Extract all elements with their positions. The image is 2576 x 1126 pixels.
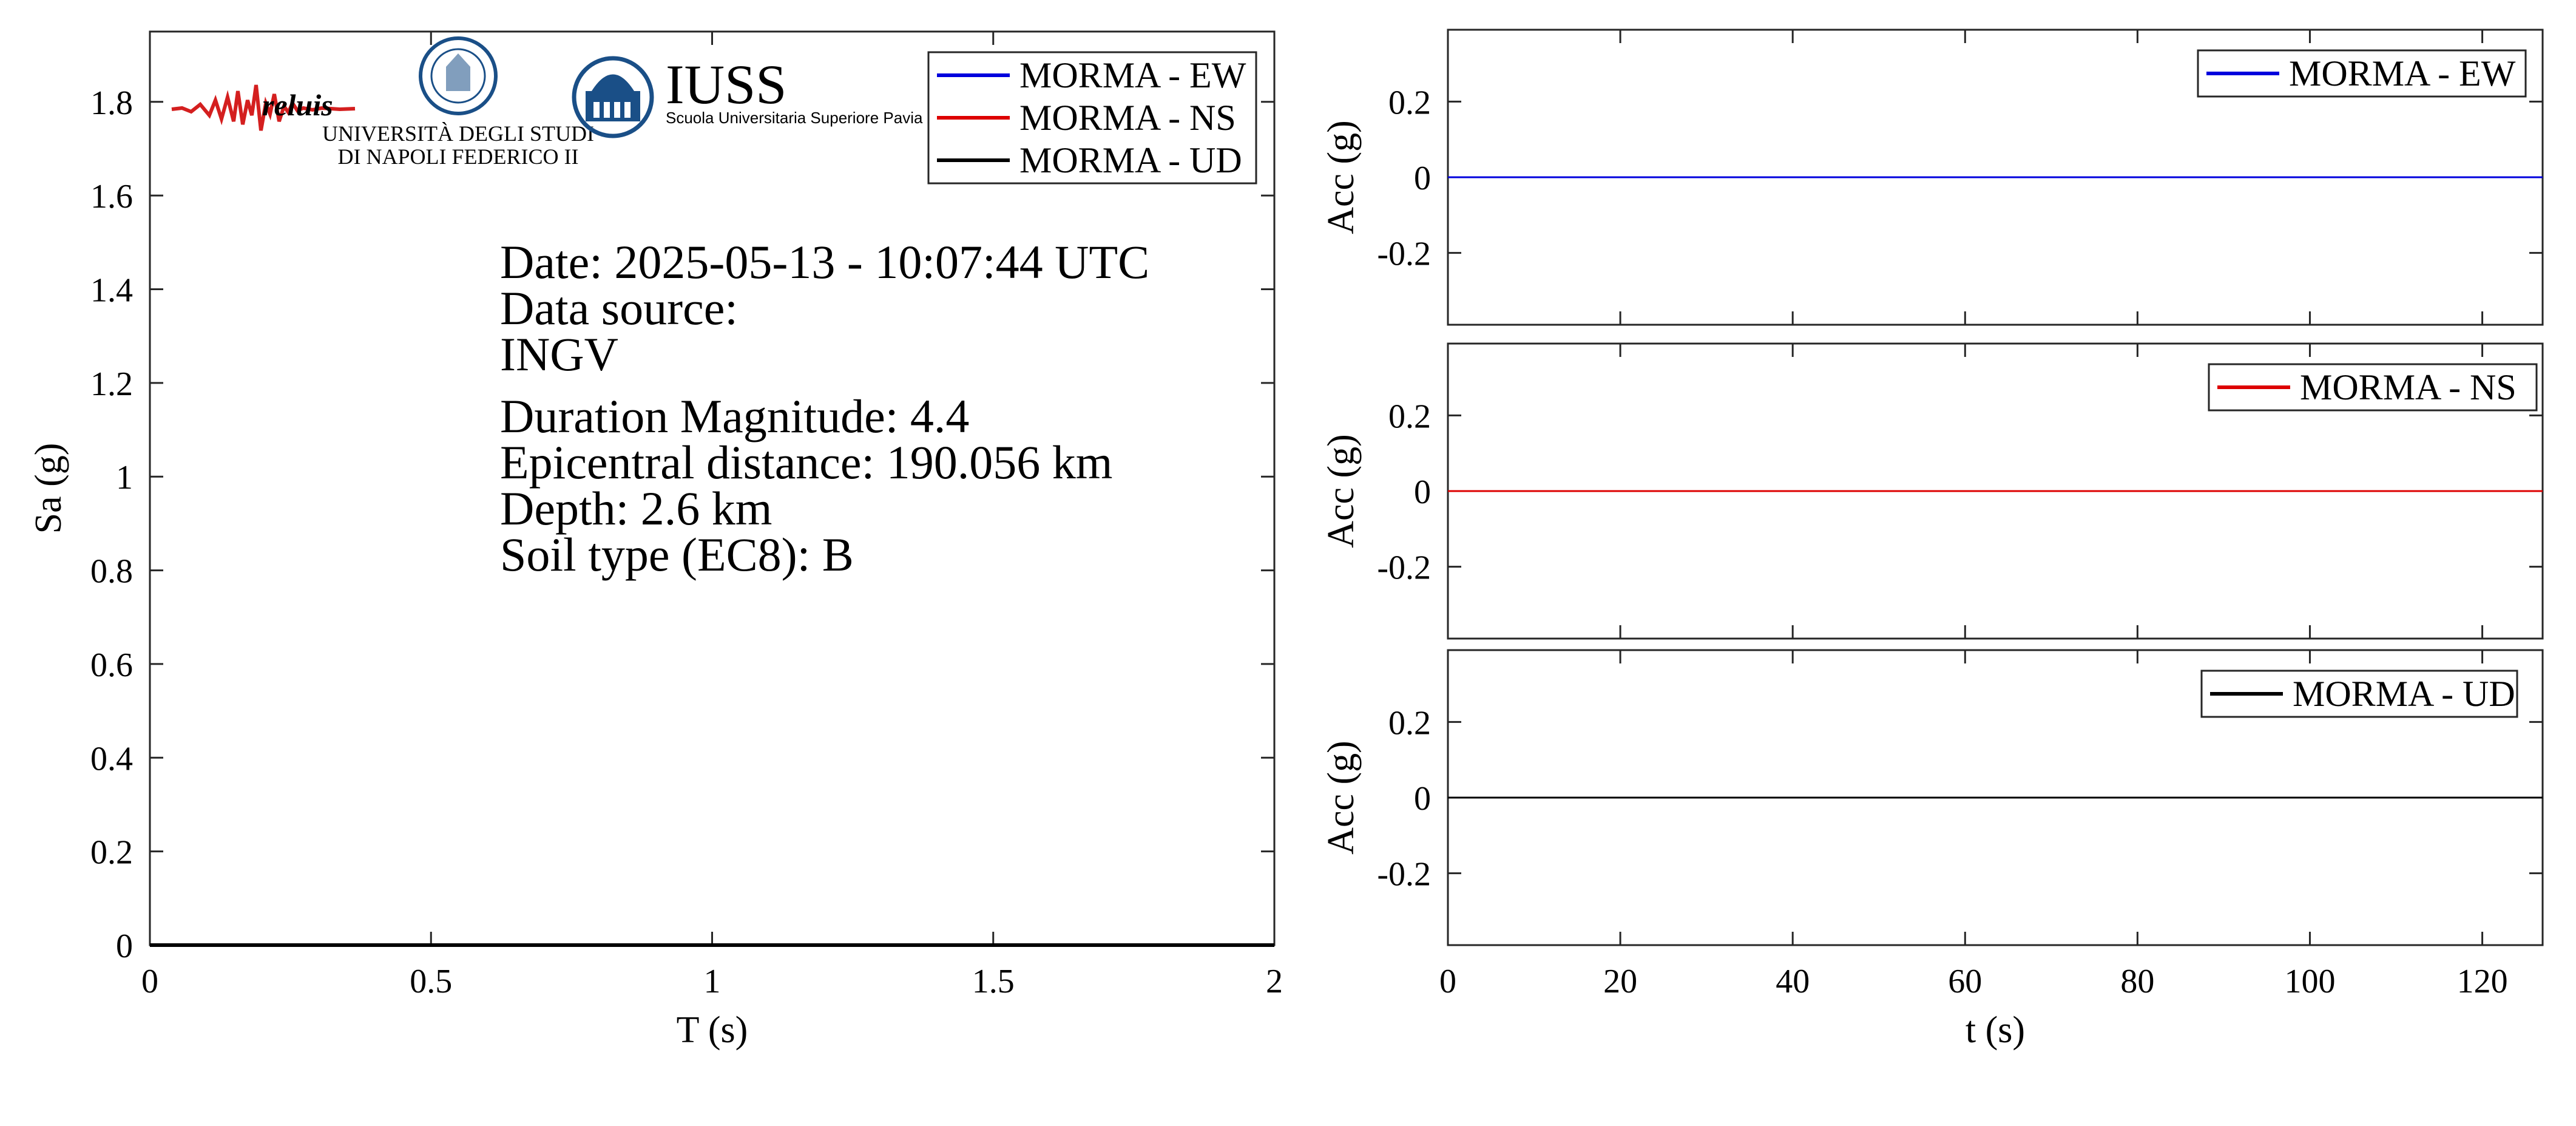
x-tick-label: 1 [704,963,721,1000]
y-tick-label: 0 [1414,780,1431,818]
chart-acc-ns: -0.2 0 0.2 Acc (g) MORMA - NS [1320,342,2544,640]
unina-logo-line2: DI NAPOLI FEDERICO II [338,144,579,169]
x-tick-label: 80 [2120,963,2154,1000]
legend-label: MORMA - UD [1019,140,1242,180]
duration-magnitude: Duration Magnitude: 4.4 [500,390,969,443]
iuss-logo: IUSS Scuola Universitaria Superiore Pavi… [572,53,923,138]
chart-acc-ew: -0.2 0 0.2 Acc (g) MORMA - EW [1320,29,2544,326]
x-tick-label: 0 [1439,963,1456,1000]
legend: MORMA - EW [2197,49,2527,98]
y-axis-label: Acc (g) [1320,741,1362,855]
epicentral-distance: Epicentral distance: 190.056 km [500,436,1112,489]
reluis-seismogram-icon [171,84,356,131]
y-axis-label: Sa (g) [28,443,69,534]
y-tick-label: 0.2 [1388,398,1431,435]
y-tick-label: 1.2 [90,365,133,403]
x-tick-label: 100 [2284,963,2335,1000]
iuss-logo-title: IUSS [666,53,786,115]
y-tick-label: 1 [116,459,133,497]
y-tick-label: -0.2 [1377,549,1431,587]
iuss-logo-subtitle: Scuola Universitaria Superiore Pavia [666,109,923,127]
y-tick-label: 1.8 [90,84,133,122]
x-tick-label: 0.5 [410,963,452,1000]
event-date: Date: 2025-05-13 - 10:07:44 UTC [500,236,1149,288]
y-tick-label: 0 [116,928,133,965]
y-tick-label: 0.2 [90,834,133,872]
y-tick-label: -0.2 [1377,236,1431,273]
legend-label: MORMA - NS [1019,98,1236,138]
y-tick-label: -0.2 [1377,856,1431,894]
data-source-value: INGV [500,328,618,381]
y-tick-label: 0 [1414,473,1431,511]
reluis-logo-text: reluis [262,88,333,122]
x-tick-label: 0 [141,963,158,1000]
x-tick-label: 2 [1266,963,1283,1000]
y-tick-label: 0.8 [90,553,133,591]
x-tick-label: 1.5 [972,963,1015,1000]
legend: MORMA - NS [2208,363,2538,412]
unina-logo: UNIVERSITÀ DEGLI STUDI DI NAPOLI FEDERIC… [322,36,594,169]
legend-label: MORMA - NS [2300,367,2517,407]
y-tick-label: 0 [1414,160,1431,197]
y-tick-label: 1.6 [90,178,133,215]
event-info: Date: 2025-05-13 - 10:07:44 UTC Data sou… [500,236,1149,581]
unina-seal-icon [419,36,498,115]
hypocentral-depth: Depth: 2.6 km [500,482,772,535]
iuss-emblem-icon [572,56,654,138]
legend-label: MORMA - EW [1019,55,1246,95]
x-tick-label: 60 [1948,963,1982,1000]
x-tick-label: 20 [1603,963,1637,1000]
y-tick-label: 0.2 [1388,704,1431,742]
y-axis-label: Acc (g) [1320,120,1362,234]
y-tick-label: 0.2 [1388,84,1431,121]
legend-label: MORMA - EW [2289,53,2516,93]
legend: MORMA - UD [2200,670,2518,718]
legend-label: MORMA - UD [2293,674,2515,714]
y-tick-label: 0.6 [90,646,133,684]
x-tick-label: 40 [1776,963,1810,1000]
x-axis-label: T (s) [677,1009,748,1051]
y-axis-label: Acc (g) [1320,434,1362,548]
chart-spectrum: 0 0.2 0.4 0.6 0.8 1 1.2 1.4 1.6 1.8 0 0.5 1 1.5 2 T (s)… [28,30,1283,1051]
chart-acc-ud: -0.2 0 0.2 0 20 40 60 80 100 120 t (s) Acc (g) MORMA… [1320,649,2544,1051]
x-axis-label: t (s) [1966,1009,2025,1051]
x-tick-label: 120 [2457,963,2508,1000]
y-tick-label: 0.4 [90,740,133,778]
y-tick-label: 1.4 [90,271,133,309]
data-source-label: Data source: [500,282,738,334]
reluis-logo: reluis [171,84,356,131]
unina-logo-line1: UNIVERSITÀ DEGLI STUDI [322,121,594,146]
soil-type: Soil type (EC8): B [500,528,854,581]
